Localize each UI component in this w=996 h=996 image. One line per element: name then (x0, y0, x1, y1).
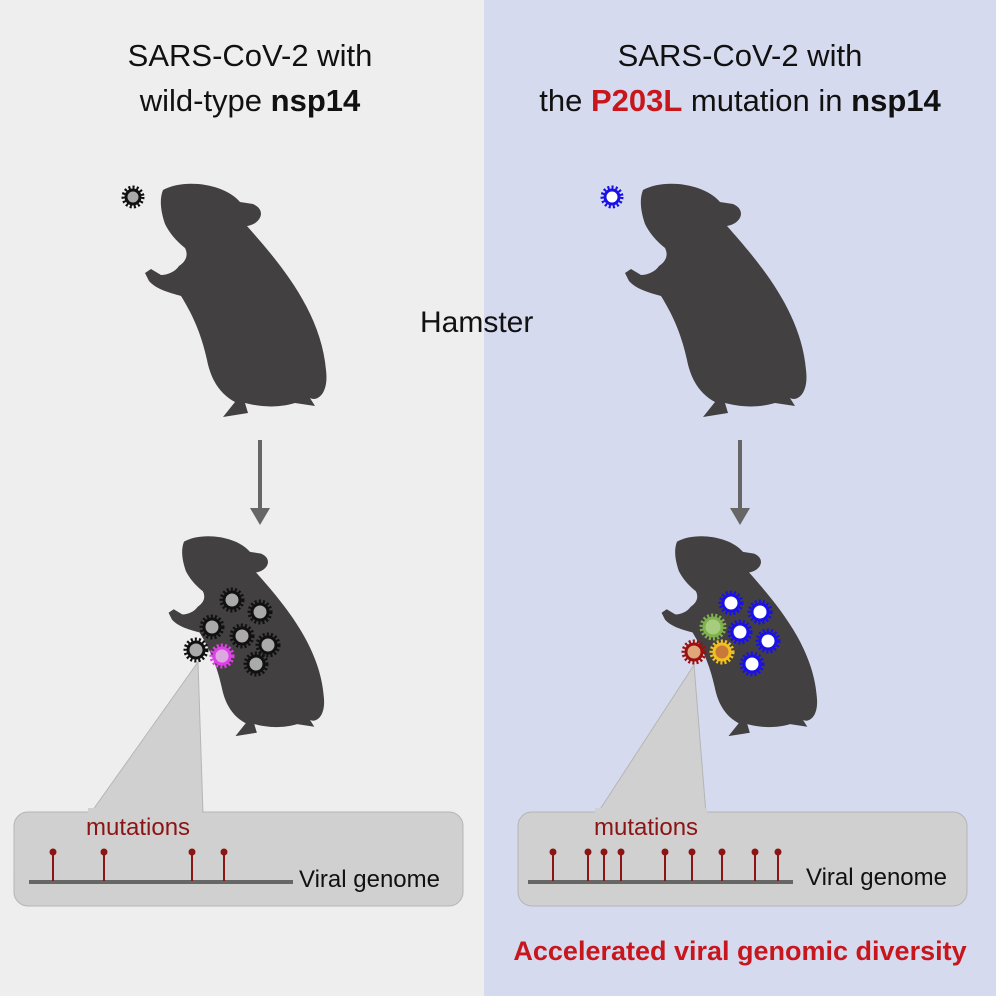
mutation-marker (188, 848, 196, 881)
title-line1: SARS-CoV-2 with (617, 38, 863, 73)
virus-icon (727, 619, 753, 645)
gene-name: nsp14 (270, 83, 361, 118)
mutant-virus-icon (709, 639, 735, 665)
virus-icon (199, 614, 225, 640)
mutation-marker (718, 848, 726, 881)
virus-icon (718, 590, 744, 616)
mutant-virus-icon (681, 639, 707, 665)
hamster-wildtype-before (145, 183, 327, 417)
mutation-marker (600, 848, 608, 881)
mutation-marker (617, 848, 625, 881)
wildtype-title: SARS-CoV-2 with wild-type nsp14 (0, 33, 500, 123)
virus-icon (229, 623, 255, 649)
virus-icon (183, 637, 209, 663)
title-line2: wild-type nsp14 (0, 78, 500, 123)
mutant-virus-icon (209, 643, 235, 669)
mutation-marker (49, 848, 57, 881)
virus-icon (243, 651, 269, 677)
hamster-label: Hamster (420, 306, 534, 339)
mutation-marker (774, 848, 782, 881)
title-line2: the P203L mutation in nsp14 (484, 78, 996, 123)
mutation-marker (549, 848, 557, 881)
title-text: mutation in (682, 83, 852, 118)
p203l-title: SARS-CoV-2 with the P203L mutation in ns… (484, 33, 996, 123)
mutation-marker (751, 848, 759, 881)
virus-icon (755, 628, 781, 654)
virus-icon (219, 587, 245, 613)
hamster-p203l-before (625, 183, 807, 417)
title-text: wild-type (139, 83, 271, 118)
mutation-marker (584, 848, 592, 881)
mutation-marker (688, 848, 696, 881)
gene-name: nsp14 (851, 83, 941, 118)
mutations-label: mutations (594, 814, 699, 841)
mutant-virus-icon (699, 613, 727, 641)
title-line1: SARS-CoV-2 with (127, 38, 373, 73)
virus-icon (121, 185, 145, 209)
conclusion-text: Accelerated viral genomic diversity (513, 936, 967, 966)
mutation-marker (100, 848, 108, 881)
mutation-marker (220, 848, 228, 881)
virus-icon (600, 185, 624, 209)
genome-callout-wildtype (13, 660, 464, 907)
genome-label: Viral genome (299, 866, 440, 893)
virus-icon (247, 599, 273, 625)
mutation-name: P203L (590, 83, 683, 118)
arrow-down-icon (250, 440, 270, 525)
title-text: the (539, 83, 591, 118)
mutations-label: mutations (86, 814, 191, 841)
genome-callout-p203l (517, 663, 968, 907)
virus-icon (739, 651, 765, 677)
virus-icon (255, 632, 281, 658)
arrow-down-icon (730, 440, 750, 525)
virus-icon (747, 599, 773, 625)
mutation-marker (661, 848, 669, 881)
genome-label: Viral genome (806, 864, 947, 891)
